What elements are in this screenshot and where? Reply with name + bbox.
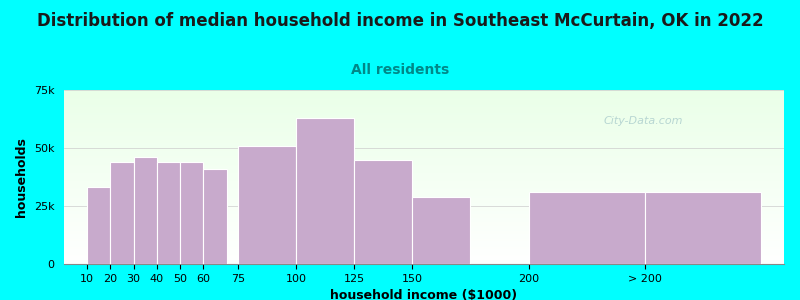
Bar xyxy=(203,169,226,264)
Bar xyxy=(412,197,470,264)
Bar xyxy=(296,118,354,264)
Bar xyxy=(354,160,412,264)
X-axis label: household income ($1000): household income ($1000) xyxy=(330,289,518,300)
Bar xyxy=(157,162,180,264)
Bar xyxy=(87,188,110,264)
Y-axis label: households: households xyxy=(15,137,28,217)
Text: All residents: All residents xyxy=(351,63,449,77)
Bar xyxy=(529,192,645,264)
Text: City-Data.com: City-Data.com xyxy=(604,116,683,126)
Bar xyxy=(645,192,761,264)
Bar xyxy=(238,146,296,264)
Bar xyxy=(180,162,203,264)
Text: Distribution of median household income in Southeast McCurtain, OK in 2022: Distribution of median household income … xyxy=(37,12,763,30)
Bar xyxy=(134,157,157,264)
Bar xyxy=(110,162,134,264)
